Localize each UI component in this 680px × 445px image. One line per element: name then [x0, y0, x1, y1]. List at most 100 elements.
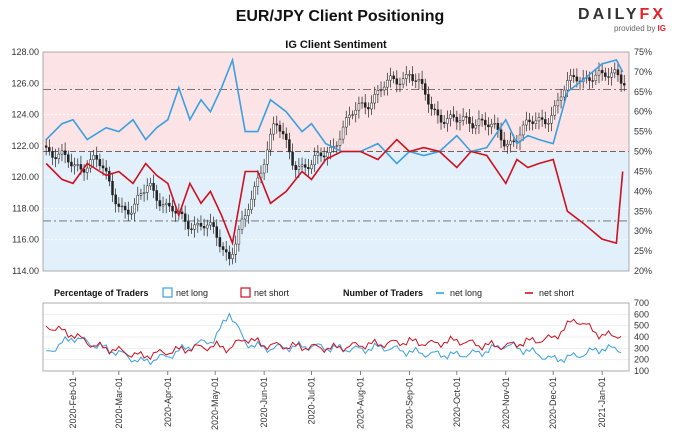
x-tick-label: 2020-May-01 — [210, 377, 220, 430]
candle-body — [206, 224, 209, 229]
x-tick-label: 2020-Jun-01 — [259, 377, 269, 428]
legend-net-short-swatch — [240, 287, 251, 298]
candle-body — [168, 202, 171, 207]
candle-body — [477, 118, 481, 126]
candle-body — [142, 192, 146, 194]
x-tick-label: 2020-Sep-01 — [404, 377, 414, 429]
pct-tick-label: 55% — [634, 127, 652, 137]
candle-body — [253, 186, 256, 200]
candle-body — [468, 116, 471, 124]
candle-body — [247, 209, 250, 216]
candle-body — [433, 108, 436, 111]
candle-body — [262, 163, 266, 174]
pct-tick-label: 75% — [634, 47, 652, 57]
candle-body — [218, 237, 222, 247]
candle-body — [95, 155, 98, 160]
net-long-pct-line — [45, 57, 624, 165]
candle-body — [512, 140, 515, 143]
candle-body — [76, 164, 79, 166]
candle-body — [509, 140, 512, 145]
candle-body — [164, 202, 168, 205]
candle-body — [439, 114, 443, 123]
candle-body — [48, 147, 51, 152]
price-tick-label: 114.00 — [12, 266, 39, 276]
x-tick-label: 2020-Apr-01 — [163, 377, 173, 427]
candle-body — [423, 83, 427, 95]
pct-tick-label: 50% — [634, 147, 652, 157]
candle-body — [123, 205, 127, 211]
pct-tick-label: 70% — [634, 67, 652, 77]
price-tick-label: 122.00 — [11, 141, 39, 151]
candle-body — [190, 228, 193, 230]
candle-body — [335, 145, 339, 147]
candle-body — [405, 74, 408, 79]
candle-body — [474, 125, 478, 129]
candle-body — [604, 72, 607, 77]
x-axis: 2020-Feb-01 2020-Mar-01 2020-Apr-01 2020-Ma… — [68, 371, 607, 430]
pct-tick-label: 65% — [634, 87, 652, 97]
candle-body — [79, 164, 83, 170]
candle-body — [623, 83, 626, 86]
candle-body — [307, 167, 310, 170]
candle-body — [528, 119, 531, 122]
candle-body — [212, 222, 215, 227]
count-tick-label: 700 — [634, 298, 649, 308]
candle-body — [436, 109, 440, 116]
chart-title: EUR/JPY Client Positioning — [235, 8, 445, 25]
legend-count-title: Number of Traders — [343, 288, 423, 298]
candle-body — [250, 198, 253, 210]
candle-body — [452, 114, 455, 118]
candle-body — [373, 94, 376, 104]
candle-body — [193, 224, 196, 230]
net-long-count-line — [46, 312, 622, 366]
candle-body — [607, 76, 610, 78]
candle-body — [108, 170, 111, 182]
candle-body — [597, 70, 601, 76]
candle-body — [534, 120, 538, 124]
candle-body — [471, 123, 474, 129]
candle-body — [360, 102, 364, 104]
pct-tick-label: 45% — [634, 166, 652, 176]
candle-body — [354, 109, 357, 115]
price-tick-label: 124.00 — [11, 110, 39, 120]
candle-body — [619, 74, 623, 84]
candle-body — [114, 194, 117, 205]
candle-body — [572, 75, 575, 78]
panel-subtitle: IG Client Sentiment — [285, 39, 387, 51]
candle-body — [521, 124, 525, 136]
candle-body — [417, 79, 421, 82]
candle-body — [155, 190, 158, 201]
candle-body — [319, 152, 323, 157]
candle-body — [60, 150, 64, 155]
candle-body — [272, 123, 275, 135]
candle-body — [44, 145, 48, 148]
candle-body — [183, 213, 187, 222]
candle-body — [389, 75, 392, 81]
price-tick-label: 118.00 — [12, 203, 39, 213]
dailyfx-logo: DAILYFX provided by IG — [578, 6, 666, 33]
candle-body — [345, 117, 348, 128]
candle-body — [171, 205, 174, 212]
candle-body — [310, 164, 313, 170]
lower-frame — [42, 302, 630, 372]
candle-body — [559, 96, 563, 101]
candle-body — [196, 223, 200, 226]
candle-body — [496, 122, 500, 131]
candle-body — [224, 249, 228, 253]
legend-pct-title: Percentage of Traders — [54, 288, 149, 298]
count-tick-label: 100 — [634, 366, 649, 376]
price-tick-label: 126.00 — [11, 78, 39, 88]
candle-body — [401, 78, 405, 85]
candle-body — [145, 185, 149, 193]
candle-body — [547, 122, 550, 125]
candle-body — [139, 193, 143, 196]
candle-body — [161, 204, 165, 207]
candle-body — [367, 107, 370, 110]
legend-count-long-label: net long — [450, 288, 482, 298]
candle-body — [54, 157, 57, 160]
x-tick-label: 2020-Dec-01 — [548, 377, 558, 429]
candle-body — [594, 74, 598, 81]
x-tick-label: 2020-Mar-01 — [114, 377, 124, 429]
candle-body — [117, 203, 121, 207]
candle-body — [215, 226, 218, 238]
